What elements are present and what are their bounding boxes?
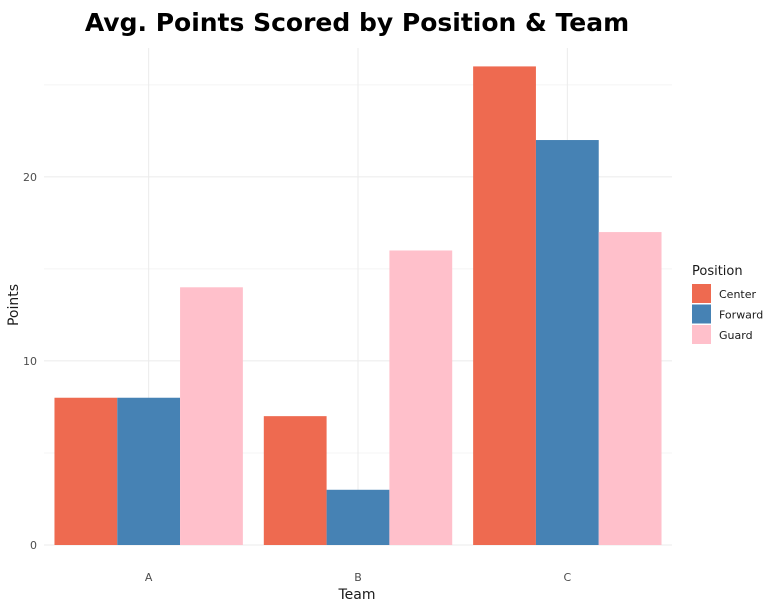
tick-labels: 0 10 20 A B C xyxy=(23,171,571,584)
bars xyxy=(54,66,662,545)
y-tick-label: 10 xyxy=(23,355,37,368)
legend-label-center: Center xyxy=(719,288,757,301)
y-tick-label: 20 xyxy=(23,171,37,184)
bar-guard-b xyxy=(389,250,453,545)
x-axis-title: Team xyxy=(337,587,375,603)
bar-center-b xyxy=(263,416,327,545)
bar-center-a xyxy=(54,397,118,545)
legend-label-guard: Guard xyxy=(719,329,753,342)
chart-title: Avg. Points Scored by Position & Team xyxy=(85,8,629,37)
bar-guard-c xyxy=(598,232,662,545)
bar-forward-b xyxy=(326,489,390,545)
bar-guard-a xyxy=(180,287,243,545)
legend-label-forward: Forward xyxy=(719,309,763,322)
y-tick-label: 0 xyxy=(30,539,37,552)
x-tick-label: A xyxy=(145,571,153,584)
x-tick-label: B xyxy=(354,571,362,584)
bar-forward-a xyxy=(117,397,181,545)
y-axis-title: Points xyxy=(6,284,22,326)
x-tick-label: C xyxy=(563,571,571,584)
legend-swatch-guard xyxy=(692,325,711,344)
legend-title: Position xyxy=(692,264,743,279)
legend-swatch-forward xyxy=(692,304,711,324)
bar-forward-c xyxy=(535,140,599,545)
legend: Position Center Forward Guard xyxy=(692,264,763,344)
bar-center-c xyxy=(473,66,536,545)
legend-swatch-center xyxy=(692,284,711,303)
